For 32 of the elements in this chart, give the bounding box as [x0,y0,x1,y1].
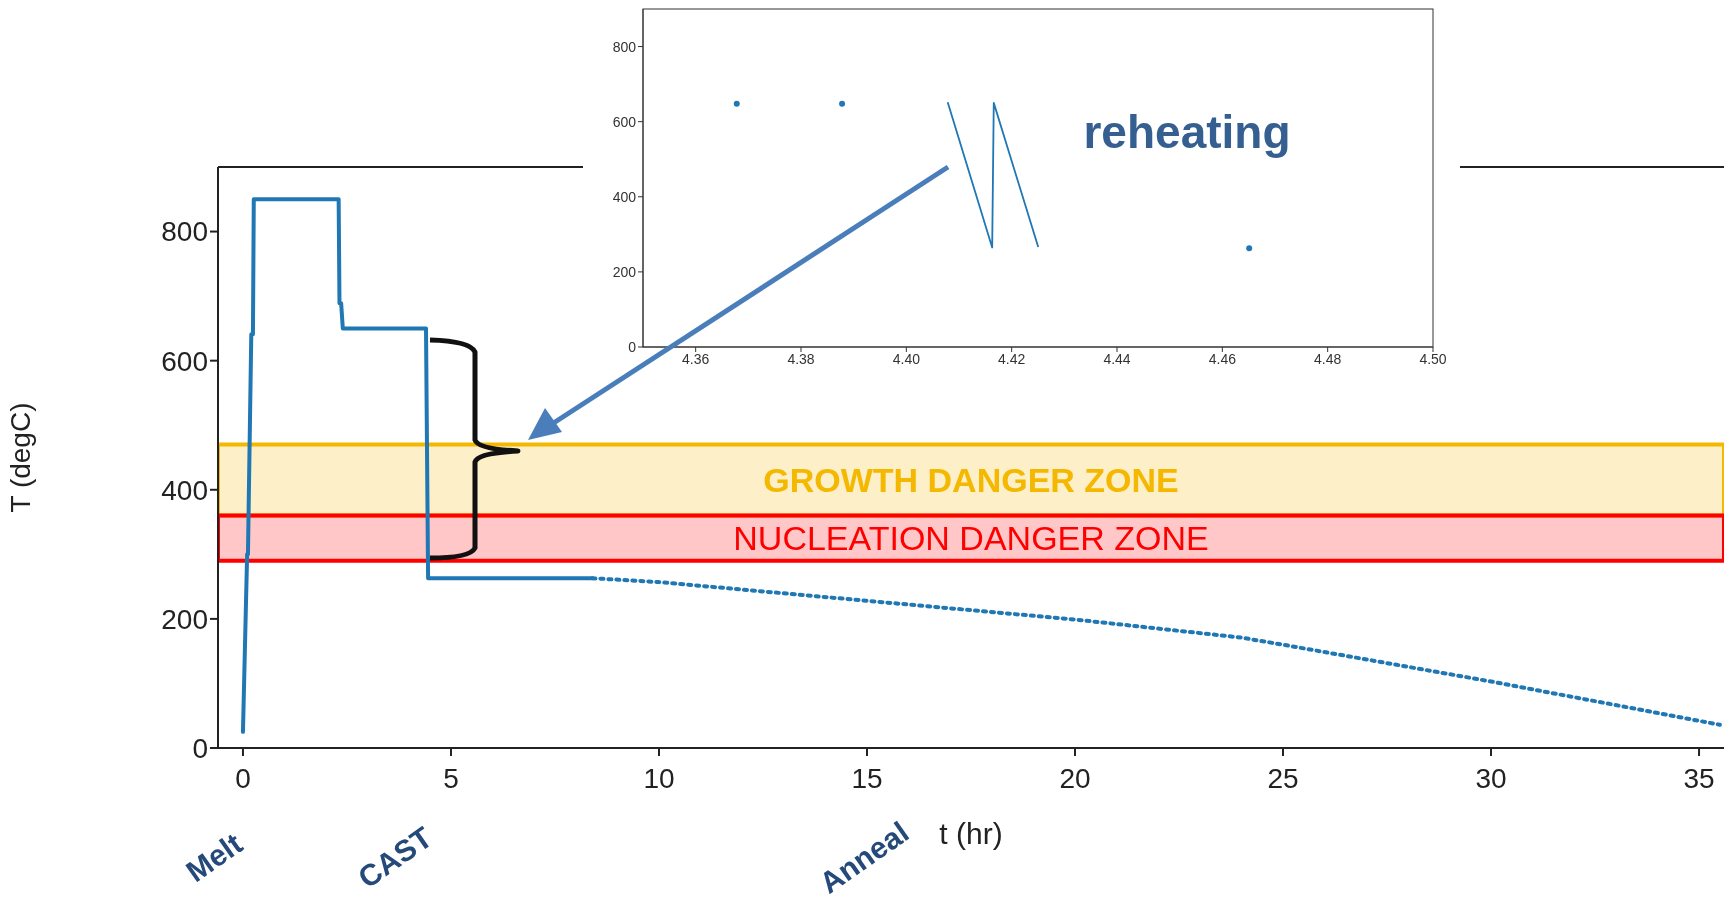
x-tick-label: 30 [1475,762,1507,794]
band-label: NUCLEATION DANGER ZONE [733,519,1209,558]
x-tick-label: 4.46 [1208,350,1237,367]
x-tick-label: 4.38 [787,350,815,367]
y-tick-label: 0 [192,732,208,764]
x-tick-label: 4.44 [1103,350,1131,367]
band-label: GROWTH DANGER ZONE [763,461,1179,500]
x-tick-label: 20 [1059,762,1091,794]
x-tick-label: 35 [1683,762,1715,794]
text: Melt [179,826,249,889]
y-tick-label: 0 [628,338,637,355]
y-tick-label: 400 [161,474,208,506]
y-tick-label: 800 [612,38,637,55]
x-tick-label: 5 [443,762,459,794]
y-tick-label: 400 [612,188,637,205]
x-tick-label: 4.50 [1419,350,1447,367]
y-tick-label: 600 [612,113,637,130]
y-tick-label: 200 [161,603,208,635]
x-tick-label: 4.48 [1314,350,1342,367]
x-tick-label: 4.40 [892,350,921,367]
x-tick-label: 0 [235,762,251,794]
x-tick-label: 15 [851,762,883,794]
x-tick-label: 4.36 [682,350,710,367]
y-axis-title: T (degC) [4,402,36,513]
y-tick-label: 600 [161,345,208,377]
x-tick-label: 25 [1267,762,1299,794]
annotation: reheating [1083,106,1291,158]
y-tick-label: 800 [161,216,208,248]
x-axis-title: t (hr) [939,817,1003,850]
x-tick-label: 4.42 [998,350,1026,367]
y-tick-label: 200 [612,263,637,280]
x-tick-label: 10 [643,762,675,794]
